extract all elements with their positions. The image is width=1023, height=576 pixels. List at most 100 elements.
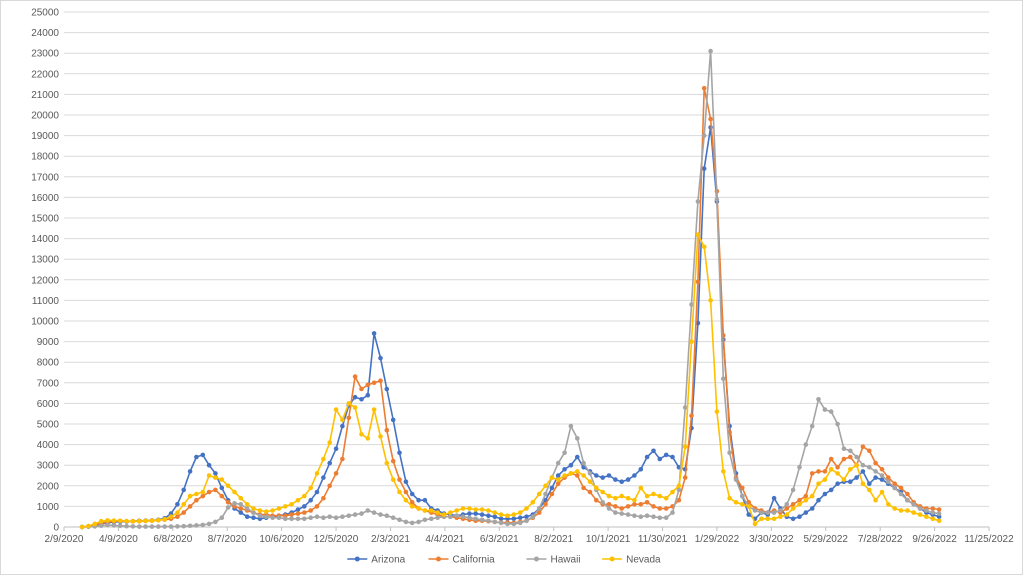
data-point-hawaii (555, 460, 561, 466)
data-point-nevada (714, 409, 720, 414)
data-point-nevada (828, 467, 834, 472)
data-point-nevada (549, 475, 555, 480)
data-point-nevada (784, 512, 790, 517)
data-point-california (238, 506, 244, 511)
data-point-nevada (117, 518, 123, 524)
y-tick-label: 5000 (37, 420, 60, 431)
data-point-arizona (632, 473, 637, 478)
data-point-california (371, 380, 377, 386)
series-hawaii (79, 48, 942, 530)
data-point-hawaii (257, 513, 263, 518)
data-point-nevada (752, 521, 758, 527)
legend-label: Nevada (626, 555, 661, 566)
data-point-california (898, 485, 904, 491)
legend: Arizona California Hawaii Nevada (347, 555, 661, 566)
data-point-arizona (403, 479, 409, 485)
data-point-nevada (200, 489, 206, 495)
y-tick-label: 9000 (37, 337, 60, 348)
data-point-nevada (746, 504, 751, 509)
data-point-hawaii (752, 508, 758, 513)
data-point-california (835, 465, 840, 470)
data-point-hawaii (543, 491, 548, 497)
series-line-california (82, 87, 940, 528)
data-point-hawaii (727, 450, 732, 456)
data-point-hawaii (930, 510, 936, 515)
data-point-california (200, 493, 206, 499)
data-point-nevada (251, 506, 256, 511)
data-point-nevada (213, 475, 218, 480)
data-point-arizona (828, 487, 834, 493)
data-point-hawaii (225, 505, 231, 510)
data-point-arizona (651, 448, 656, 454)
data-point-california (676, 497, 682, 503)
data-point-nevada (524, 506, 529, 511)
data-point-hawaii (213, 519, 218, 525)
data-point-hawaii (854, 454, 859, 460)
data-point-hawaii (809, 423, 815, 429)
legend-item-nevada: Nevada (602, 555, 661, 566)
data-point-nevada (416, 506, 421, 511)
data-point-california (346, 415, 352, 421)
series-california (79, 85, 942, 530)
data-point-nevada (467, 506, 472, 511)
data-point-hawaii (517, 520, 523, 526)
data-point-nevada (111, 518, 117, 523)
data-point-arizona (302, 504, 307, 509)
y-tick-label: 24000 (31, 28, 59, 39)
data-point-hawaii (759, 510, 764, 515)
data-point-hawaii (816, 397, 821, 402)
x-axis-tick-labels: 2/9/2020 4/9/2020 6/8/2020 8/7/2020 10/6/202… (45, 527, 1014, 545)
data-point-hawaii (105, 522, 110, 528)
data-point-nevada (638, 485, 644, 491)
data-point-arizona (524, 514, 529, 519)
data-point-california (816, 469, 821, 474)
data-point-hawaii (695, 199, 701, 204)
data-point-nevada (727, 495, 732, 501)
data-point-nevada (733, 500, 739, 505)
data-point-hawaii (536, 506, 542, 511)
data-point-hawaii (219, 515, 225, 520)
data-point-arizona (873, 475, 878, 480)
data-point-california (175, 514, 180, 519)
data-point-california (905, 491, 910, 497)
data-point-nevada (905, 508, 910, 513)
data-point-hawaii (644, 513, 650, 518)
data-point-nevada (289, 502, 294, 507)
x-tick-label: 8/2/2021 (534, 534, 573, 545)
data-point-arizona (295, 507, 301, 512)
data-point-hawaii (479, 517, 485, 523)
data-point-nevada (333, 407, 339, 412)
data-point-california (632, 502, 637, 507)
data-point-nevada (479, 507, 485, 512)
data-point-arizona (854, 475, 859, 480)
y-tick-label: 0 (53, 523, 59, 534)
data-point-hawaii (714, 197, 720, 202)
data-point-arizona (809, 506, 815, 511)
data-point-hawaii (143, 524, 148, 529)
data-point-california (657, 506, 663, 511)
data-point-arizona (486, 513, 491, 518)
data-point-nevada (809, 493, 815, 499)
data-point-arizona (848, 479, 853, 485)
y-tick-label: 3000 (37, 461, 60, 472)
data-point-california (340, 456, 345, 462)
data-point-hawaii (892, 485, 897, 491)
data-point-arizona (600, 475, 605, 480)
y-tick-label: 18000 (31, 152, 59, 163)
data-point-arizona (575, 454, 580, 460)
data-point-hawaii (124, 523, 129, 529)
data-point-california (682, 475, 688, 480)
data-point-arizona (390, 417, 396, 423)
data-point-arizona (187, 469, 193, 474)
data-point-hawaii (149, 524, 155, 529)
data-point-nevada (498, 512, 504, 517)
y-tick-label: 16000 (31, 193, 59, 204)
data-point-hawaii (346, 513, 352, 518)
data-point-hawaii (289, 516, 294, 522)
data-point-california (606, 502, 612, 507)
data-point-arizona (555, 473, 561, 478)
data-point-hawaii (848, 448, 853, 454)
data-point-arizona (562, 467, 567, 472)
